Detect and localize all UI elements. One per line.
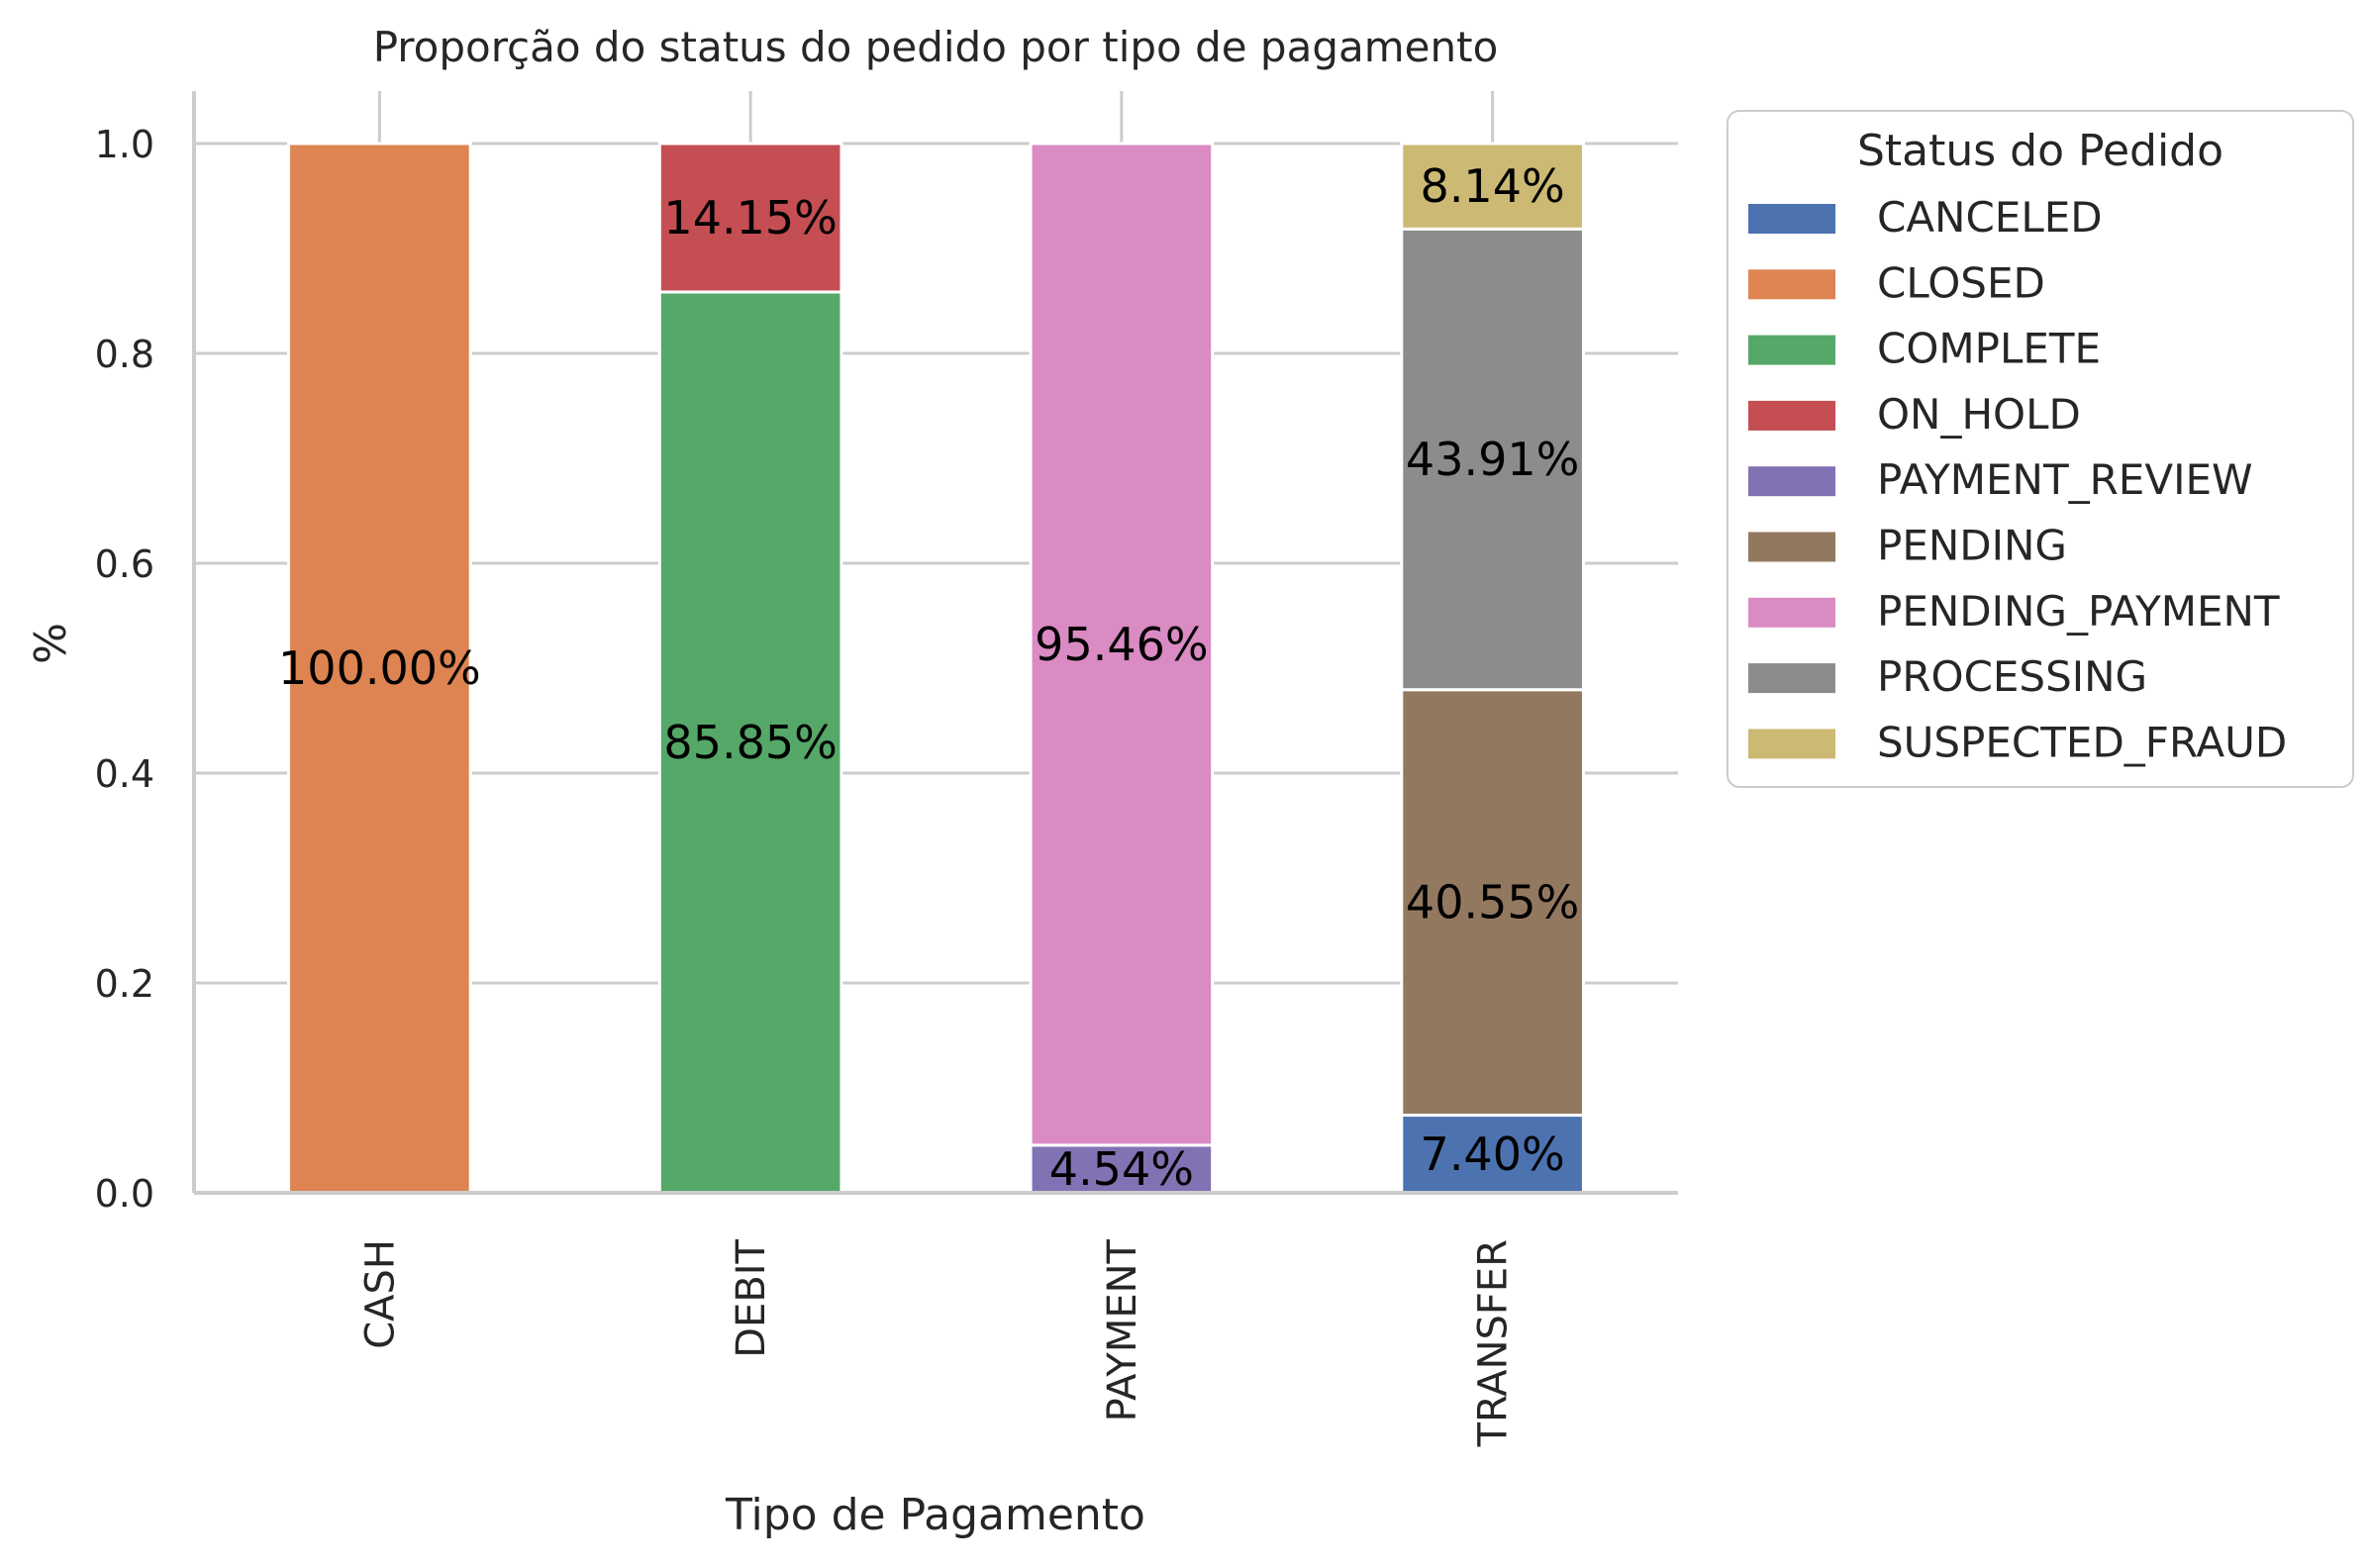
bar-data-label: 40.55% <box>1406 876 1579 930</box>
y-tick-label: 0.8 <box>95 333 154 376</box>
legend-title: Status do Pedido <box>1857 126 2223 176</box>
bar-data-label: 95.46% <box>1035 618 1208 671</box>
legend: Status do Pedido CANCELED CLOSED COMPLETE O… <box>1727 110 2354 788</box>
bar-segment-processing <box>1400 227 1585 692</box>
bar-segment-payment-review <box>1029 1143 1215 1195</box>
axes-layer: 0.0 0.2 0.4 0.6 0.8 1.0 CASH DEBIT PAYMENT TRANSF… <box>95 91 1678 1447</box>
y-tick-label: 0.6 <box>95 542 154 586</box>
legend-entry-label: CLOSED <box>1877 258 2045 307</box>
y-tick-label: 0.2 <box>95 962 154 1006</box>
legend-items: CANCELED CLOSED COMPLETE ON_HOLD PAYMENT_REV… <box>1748 193 2287 766</box>
x-tick-label: PAYMENT <box>1100 1238 1145 1421</box>
bar-data-label: 100.00% <box>278 641 481 695</box>
legend-swatch <box>1748 729 1835 759</box>
bar-data-label: 85.85% <box>663 716 837 769</box>
bar-segment-on-hold <box>657 142 843 294</box>
legend-swatch <box>1748 663 1835 694</box>
legend-entry-label: PROCESSING <box>1877 652 2147 701</box>
x-tick-label: CASH <box>357 1239 403 1349</box>
legend-entry-label: PAYMENT_REVIEW <box>1877 455 2253 504</box>
x-tick-label: TRANSFER <box>1471 1239 1517 1447</box>
y-axis-label: % <box>26 623 76 664</box>
legend-frame <box>1727 110 2354 788</box>
bar-data-label: 43.91% <box>1406 433 1579 486</box>
legend-swatch <box>1748 597 1835 628</box>
legend-swatch <box>1748 466 1835 497</box>
y-tick-label: 0.0 <box>95 1172 154 1216</box>
bar-data-label: 8.14% <box>1421 159 1565 213</box>
legend-swatch <box>1748 269 1835 300</box>
chart-title: Proporção do status do pedido por tipo d… <box>373 23 1499 71</box>
legend-entry-label: PENDING_PAYMENT <box>1877 587 2280 636</box>
x-axis-label: Tipo de Pagamento <box>725 1490 1145 1540</box>
legend-swatch <box>1748 204 1835 234</box>
data-labels-layer: 7.40% 100.00% 85.85% 14.15% 4.54% 40.55% 95.46… <box>278 159 1579 1196</box>
y-tick-label: 1.0 <box>95 123 154 166</box>
bar-segment-pending <box>1400 688 1585 1118</box>
x-tick-label: DEBIT <box>729 1238 774 1357</box>
legend-swatch <box>1748 335 1835 365</box>
bars-layer <box>287 142 1585 1195</box>
bar-segment-suspected-fraud <box>1400 142 1585 231</box>
y-tick-label: 0.4 <box>95 752 154 796</box>
bar-segment-pending-payment <box>1029 142 1215 1147</box>
bar-data-label: 4.54% <box>1049 1142 1194 1196</box>
legend-swatch <box>1748 400 1835 431</box>
bar-data-label: 14.15% <box>663 191 837 245</box>
legend-entry-label: COMPLETE <box>1877 325 2101 373</box>
legend-entry-label: ON_HOLD <box>1877 390 2081 439</box>
bar-data-label: 7.40% <box>1421 1127 1565 1181</box>
legend-swatch <box>1748 532 1835 562</box>
legend-entry-label: SUSPECTED_FRAUD <box>1877 718 2287 766</box>
bar-segment-closed <box>287 142 472 1195</box>
legend-entry-label: CANCELED <box>1877 193 2103 242</box>
legend-entry-label: PENDING <box>1877 522 2067 570</box>
